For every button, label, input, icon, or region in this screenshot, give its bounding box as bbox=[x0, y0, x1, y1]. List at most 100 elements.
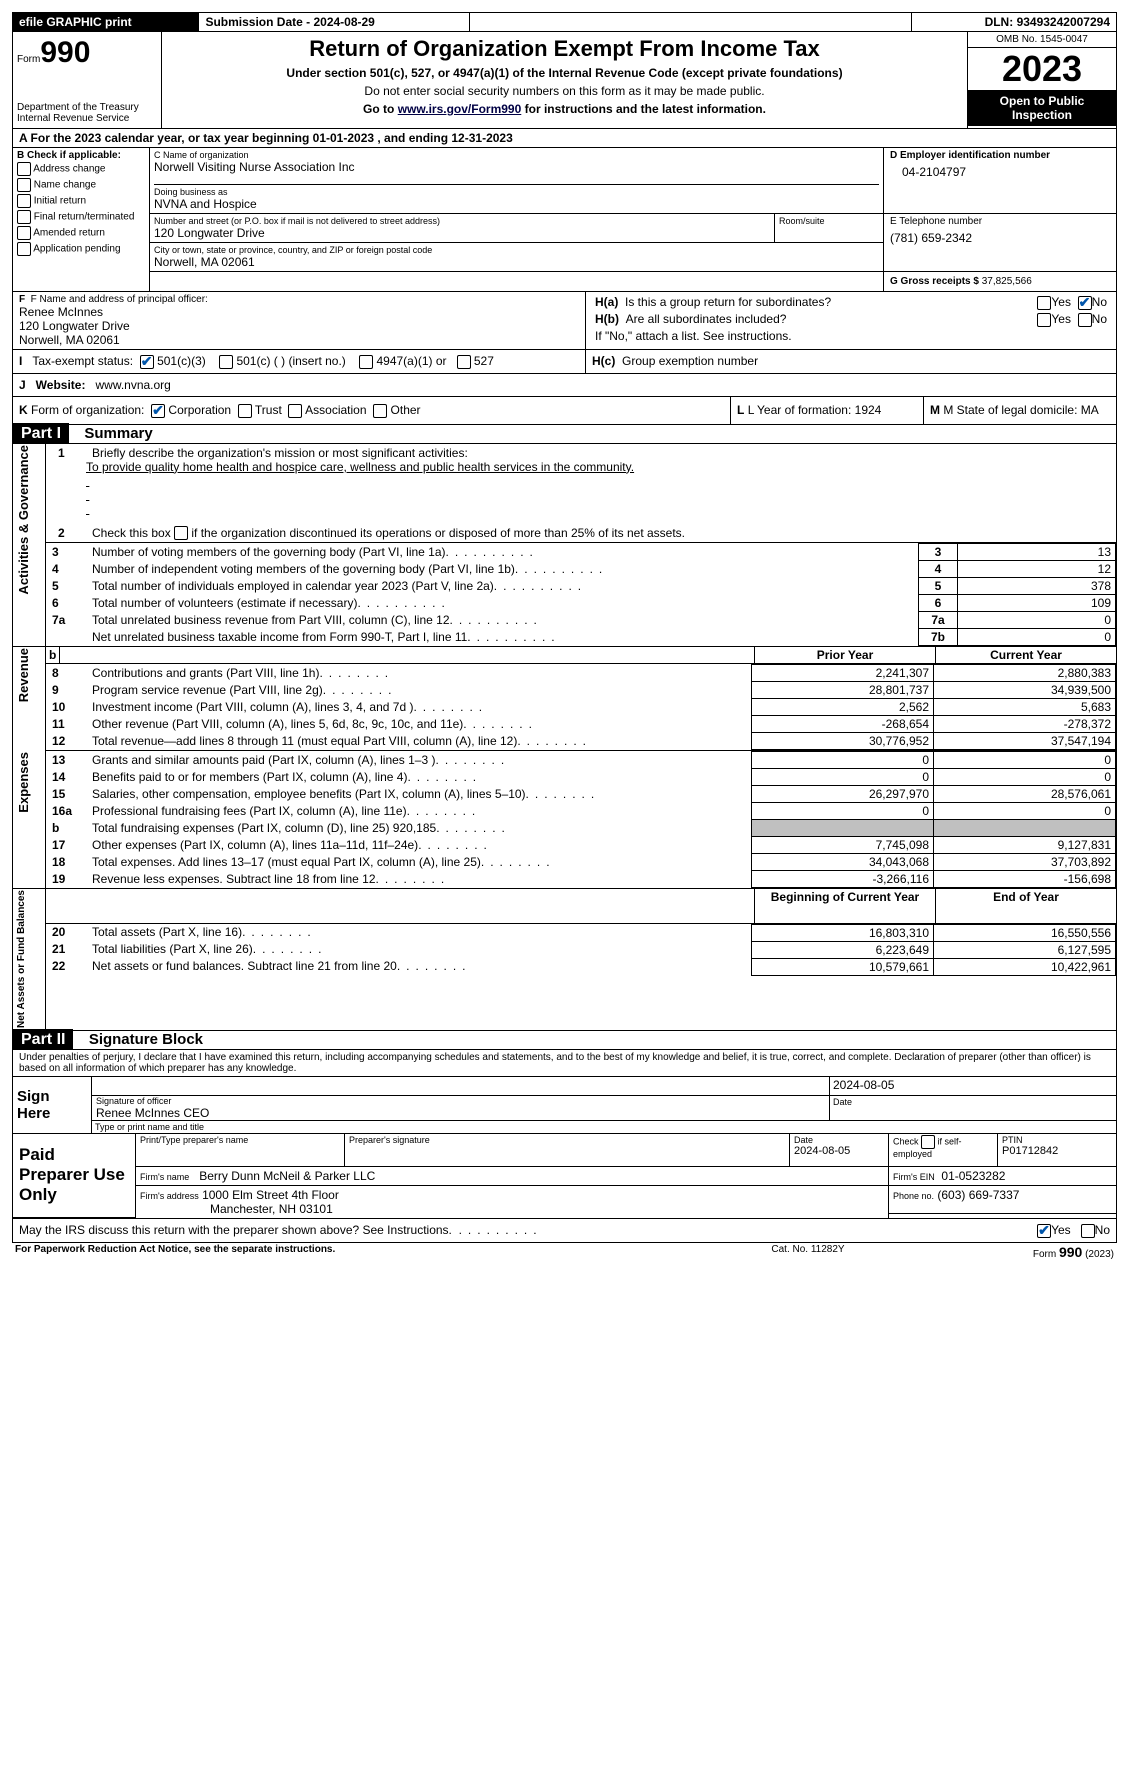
may-no-checkbox[interactable] bbox=[1081, 1224, 1095, 1238]
topbar: efile GRAPHIC print Submission Date - 20… bbox=[12, 12, 1117, 32]
tax-year: 2023 bbox=[968, 48, 1116, 90]
form990-link[interactable]: www.irs.gov/Form990 bbox=[398, 102, 522, 116]
l-year: L L Year of formation: 1924 bbox=[731, 397, 924, 424]
summary-row: 4Number of independent voting members of… bbox=[46, 561, 1116, 578]
gross-receipts: G Gross receipts $ 37,825,566 bbox=[884, 272, 1117, 292]
ein-value: 04-2104797 bbox=[890, 161, 1110, 179]
may-yes-checkbox[interactable] bbox=[1037, 1224, 1051, 1238]
i-501c3-checkbox[interactable] bbox=[140, 355, 154, 369]
vlabel-net-assets: Net Assets or Fund Balances bbox=[16, 890, 27, 1028]
website-value: www.nvna.org bbox=[95, 378, 170, 392]
b-option: Address change bbox=[17, 161, 145, 177]
i-527-checkbox[interactable] bbox=[457, 355, 471, 369]
k-trust-checkbox[interactable] bbox=[238, 404, 252, 418]
f-label: F F Name and address of principal office… bbox=[19, 294, 579, 305]
summary-row: 20Total assets (Part X, line 16)........… bbox=[46, 924, 1116, 941]
form-subtitle-2: Do not enter social security numbers on … bbox=[174, 84, 955, 98]
summary-row: 7aTotal unrelated business revenue from … bbox=[46, 612, 1116, 629]
footer-right: Form 990 (2023) bbox=[911, 1243, 1117, 1261]
b-checkbox[interactable] bbox=[17, 194, 31, 208]
c-name-label: C Name of organization bbox=[154, 150, 879, 160]
dept-treasury: Department of the Treasury bbox=[17, 102, 157, 113]
hb-no-checkbox[interactable] bbox=[1078, 313, 1092, 327]
b-checkbox[interactable] bbox=[17, 210, 31, 224]
line2: Check this box if the organization disco… bbox=[92, 526, 1110, 541]
i-row: I Tax-exempt status: 501(c)(3) 501(c) ( … bbox=[12, 350, 1117, 374]
phone-label: E Telephone number bbox=[890, 216, 1110, 227]
part2-header: Part II Signature Block bbox=[12, 1031, 1117, 1050]
dept-irs: Internal Revenue Service bbox=[17, 113, 157, 124]
vlabel-revenue: Revenue bbox=[16, 648, 31, 702]
vlabel-expenses: Expenses bbox=[16, 752, 31, 813]
ha-yes-checkbox[interactable] bbox=[1037, 296, 1051, 310]
m-state: M M State of legal domicile: MA bbox=[924, 397, 1117, 424]
hc-row: H(c) Group exemption number bbox=[586, 350, 1117, 373]
i-501c-checkbox[interactable] bbox=[219, 355, 233, 369]
form-word: Form bbox=[17, 54, 40, 65]
hdr-eoy: End of Year bbox=[936, 889, 1117, 923]
firm-addr1: 1000 Elm Street 4th Floor bbox=[202, 1188, 339, 1202]
k-other-checkbox[interactable] bbox=[373, 404, 387, 418]
submission-date: Submission Date - 2024-08-29 bbox=[199, 13, 470, 32]
i-4947-checkbox[interactable] bbox=[359, 355, 373, 369]
open-inspection: Open to Public Inspection bbox=[968, 90, 1116, 126]
summary-row: 13Grants and similar amounts paid (Part … bbox=[46, 752, 1116, 769]
ptin-value: P01712842 bbox=[1002, 1145, 1058, 1157]
form-title: Return of Organization Exempt From Incom… bbox=[174, 36, 955, 62]
type-name-label: Type or print name and title bbox=[92, 1120, 1117, 1133]
self-employed: Check if self-employed bbox=[889, 1134, 998, 1167]
summary-row: 5Total number of individuals employed in… bbox=[46, 578, 1116, 595]
hb-note: If "No," attach a list. See instructions… bbox=[592, 328, 1110, 344]
firm-addr2: Manchester, NH 03101 bbox=[140, 1202, 333, 1216]
org-name: Norwell Visiting Nurse Association Inc bbox=[154, 160, 879, 174]
b-option: Final return/terminated bbox=[17, 209, 145, 225]
sig-officer-label: Signature of officer bbox=[96, 1096, 171, 1106]
self-employed-checkbox[interactable] bbox=[921, 1135, 935, 1149]
dln: DLN: 93493242007294 bbox=[911, 13, 1116, 32]
part1-header: Part I Summary bbox=[12, 425, 1117, 444]
b-option: Amended return bbox=[17, 225, 145, 241]
signature-block: Sign Here 2024-08-05 Signature of office… bbox=[12, 1077, 1117, 1134]
k-assoc-checkbox[interactable] bbox=[288, 404, 302, 418]
j-row: J Website: www.nvna.org bbox=[12, 374, 1117, 397]
form-header: Form990 Department of the Treasury Inter… bbox=[12, 32, 1117, 129]
hb-label: H(b) Are all subordinates included? bbox=[592, 311, 858, 328]
dba-label: Doing business as bbox=[154, 187, 879, 197]
footer-left: For Paperwork Reduction Act Notice, see … bbox=[12, 1243, 705, 1261]
k-corp-checkbox[interactable] bbox=[151, 404, 165, 418]
summary-row: 19Revenue less expenses. Subtract line 1… bbox=[46, 871, 1116, 888]
summary-row: 17Other expenses (Part IX, column (A), l… bbox=[46, 837, 1116, 854]
summary-row: bTotal fundraising expenses (Part IX, co… bbox=[46, 820, 1116, 837]
b-checkbox[interactable] bbox=[17, 162, 31, 176]
summary-row: 14Benefits paid to or for members (Part … bbox=[46, 769, 1116, 786]
dba-name: NVNA and Hospice bbox=[154, 197, 879, 211]
hdr-prior-year: Prior Year bbox=[755, 647, 936, 664]
hb-yes-checkbox[interactable] bbox=[1037, 313, 1051, 327]
b-checkbox[interactable] bbox=[17, 242, 31, 256]
klm-row: K Form of organization: Corporation Trus… bbox=[12, 397, 1117, 425]
summary-row: 3Number of voting members of the governi… bbox=[46, 544, 1116, 561]
summary-row: Net unrelated business taxable income fr… bbox=[46, 629, 1116, 646]
preparer-name-label: Print/Type preparer's name bbox=[136, 1134, 345, 1167]
officer-sig-date: 2024-08-05 bbox=[830, 1077, 1117, 1096]
may-irs-row: May the IRS discuss this return with the… bbox=[12, 1218, 1117, 1243]
ha-no-checkbox[interactable] bbox=[1078, 296, 1092, 310]
room-label: Room/suite bbox=[775, 214, 884, 243]
line2-checkbox[interactable] bbox=[174, 526, 188, 540]
b-option: Initial return bbox=[17, 193, 145, 209]
sig-date-label: Date bbox=[830, 1095, 1117, 1120]
street-label: Number and street (or P.O. box if mail i… bbox=[154, 216, 770, 226]
b-checkbox[interactable] bbox=[17, 178, 31, 192]
b-checkbox[interactable] bbox=[17, 226, 31, 240]
form-subtitle-1: Under section 501(c), 527, or 4947(a)(1)… bbox=[174, 66, 955, 80]
preparer-block: Paid Preparer Use Only Print/Type prepar… bbox=[12, 1134, 1117, 1219]
line1-label: Briefly describe the organization's miss… bbox=[92, 446, 1110, 460]
preparer-sig-label: Preparer's signature bbox=[345, 1134, 790, 1167]
officer-street: 120 Longwater Drive bbox=[19, 319, 579, 333]
line-a: A For the 2023 calendar year, or tax yea… bbox=[12, 129, 1117, 148]
omb-number: OMB No. 1545-0047 bbox=[968, 32, 1116, 48]
summary-row: 6Total number of volunteers (estimate if… bbox=[46, 595, 1116, 612]
entity-block: B Check if applicable: Address change Na… bbox=[12, 148, 1117, 292]
form-subtitle-3: Go to www.irs.gov/Form990 for instructio… bbox=[174, 102, 955, 116]
efile-label: efile GRAPHIC print bbox=[13, 13, 199, 32]
